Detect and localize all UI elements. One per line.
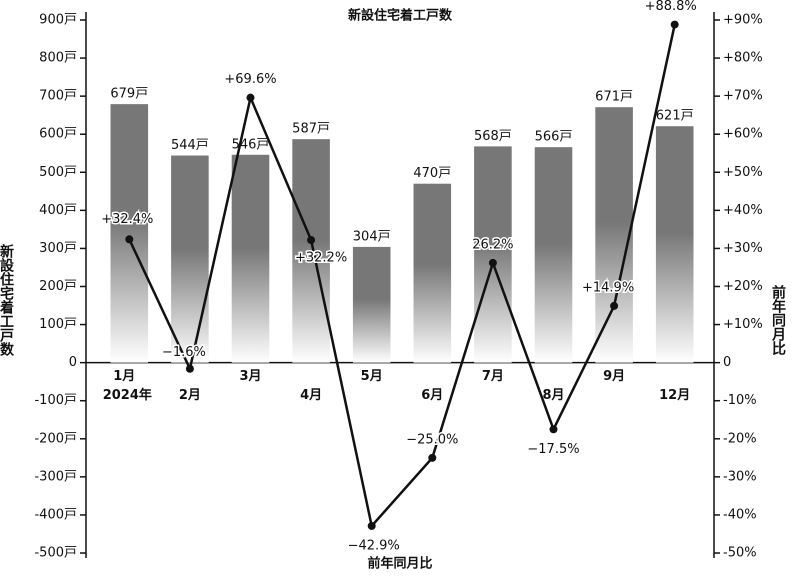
bar-value-label: 304戸 (353, 229, 391, 244)
y2-tick-label: +80% (723, 51, 763, 66)
x-tick-label: 1月 (113, 369, 135, 384)
line-point (307, 236, 316, 245)
x-tick-label: 4月 (300, 388, 322, 403)
y2-tick-label: -20% (723, 431, 757, 446)
bar-value-label: 566戸 (535, 130, 573, 145)
y-tick-label: 500戸 (39, 165, 77, 180)
y-tick-label: 800戸 (39, 51, 77, 66)
bar (474, 146, 512, 363)
y2-tick-label: +60% (723, 127, 763, 142)
y2-tick-label: -30% (723, 469, 757, 484)
x-tick-label: 7月 (482, 369, 504, 384)
y2-tick-label: +70% (723, 89, 763, 104)
line-point (610, 301, 619, 310)
bar (171, 155, 209, 363)
y-tick-label: -100戸 (34, 393, 77, 408)
bar-value-label: 470戸 (413, 166, 451, 181)
x-tick-label: 8月 (542, 388, 564, 403)
y2-tick-label: -50% (723, 546, 757, 561)
line-value-label: −17.5% (527, 442, 579, 457)
line-value-label: +32.4% (101, 212, 153, 227)
x-tick-label: 6月 (421, 388, 443, 403)
line-value-label: +69.6% (224, 72, 276, 87)
y2-tick-label: -10% (723, 393, 757, 408)
bar (413, 183, 452, 363)
x-tick-label: 5月 (361, 369, 383, 384)
line-value-label: +14.9% (582, 280, 634, 295)
y2-axis-title: 前年同月比 (770, 284, 787, 356)
y-tick-label: 0 (69, 355, 77, 370)
line-point (670, 20, 679, 29)
bar (534, 147, 573, 363)
y2-tick-label: +90% (723, 13, 763, 28)
y2-tick-label: +20% (723, 279, 763, 294)
x-annotation: 2024年 (103, 387, 152, 403)
y-tick-label: 300戸 (39, 241, 77, 256)
y-tick-label: -500戸 (34, 546, 77, 561)
line (128, 24, 676, 529)
bar (352, 246, 391, 363)
bar-value-label: 679戸 (110, 87, 148, 102)
y2-tick-label: 0 (723, 355, 731, 370)
line-series-label: 前年同月比 (367, 556, 432, 572)
line-point (428, 453, 437, 462)
y-tick-label: 200戸 (39, 279, 77, 294)
line-value-label: −42.9% (348, 538, 400, 553)
y2-tick-label: +30% (723, 241, 763, 256)
x-tick-label: 2月 (179, 388, 201, 403)
y2-tick-label: +10% (723, 317, 763, 332)
bar-value-label: 544戸 (171, 138, 209, 153)
line-value-label: 26.2% (472, 237, 513, 252)
line-point (125, 235, 134, 244)
y2-tick-label: +40% (723, 203, 763, 218)
bar (292, 139, 330, 363)
bar-value-label: 587戸 (292, 122, 330, 137)
line-point (549, 425, 558, 434)
bar (655, 126, 694, 363)
line-point (246, 93, 255, 102)
bar (231, 154, 270, 363)
bar (110, 104, 149, 363)
y-tick-label: -400戸 (34, 507, 77, 522)
y-tick-label: 100戸 (39, 317, 77, 332)
bar-value-label: 621戸 (656, 109, 694, 124)
y-tick-label: 400戸 (39, 203, 77, 218)
line-point (367, 521, 376, 530)
x-tick-label: 9月 (603, 369, 625, 384)
bar-value-label: 546戸 (232, 137, 270, 152)
y2-tick-label: -40% (723, 507, 757, 522)
y-axis-title: 新設住宅着工戸数 (0, 243, 15, 357)
x-tick-label: 3月 (239, 369, 261, 384)
y2-tick-label: +50% (723, 165, 763, 180)
y-tick-label: 900戸 (39, 13, 77, 28)
bar (595, 107, 633, 363)
chart-title: 新設住宅着工戸数 (348, 8, 453, 24)
line-value-label: +88.8% (645, 0, 697, 14)
x-tick-label: 12月 (659, 388, 690, 403)
y-tick-label: -300戸 (34, 469, 77, 484)
line-value-label: −25.0% (406, 432, 458, 447)
y-tick-label: 700戸 (39, 89, 77, 104)
line-point (488, 258, 497, 267)
line-value-label: −1.6% (162, 345, 206, 360)
bar-value-label: 671戸 (595, 90, 633, 105)
line-point (185, 364, 194, 373)
y-tick-label: -200戸 (34, 431, 77, 446)
line-value-label: +32.2% (295, 251, 347, 266)
y-tick-label: 600戸 (39, 127, 77, 142)
bar-value-label: 568戸 (474, 129, 512, 144)
